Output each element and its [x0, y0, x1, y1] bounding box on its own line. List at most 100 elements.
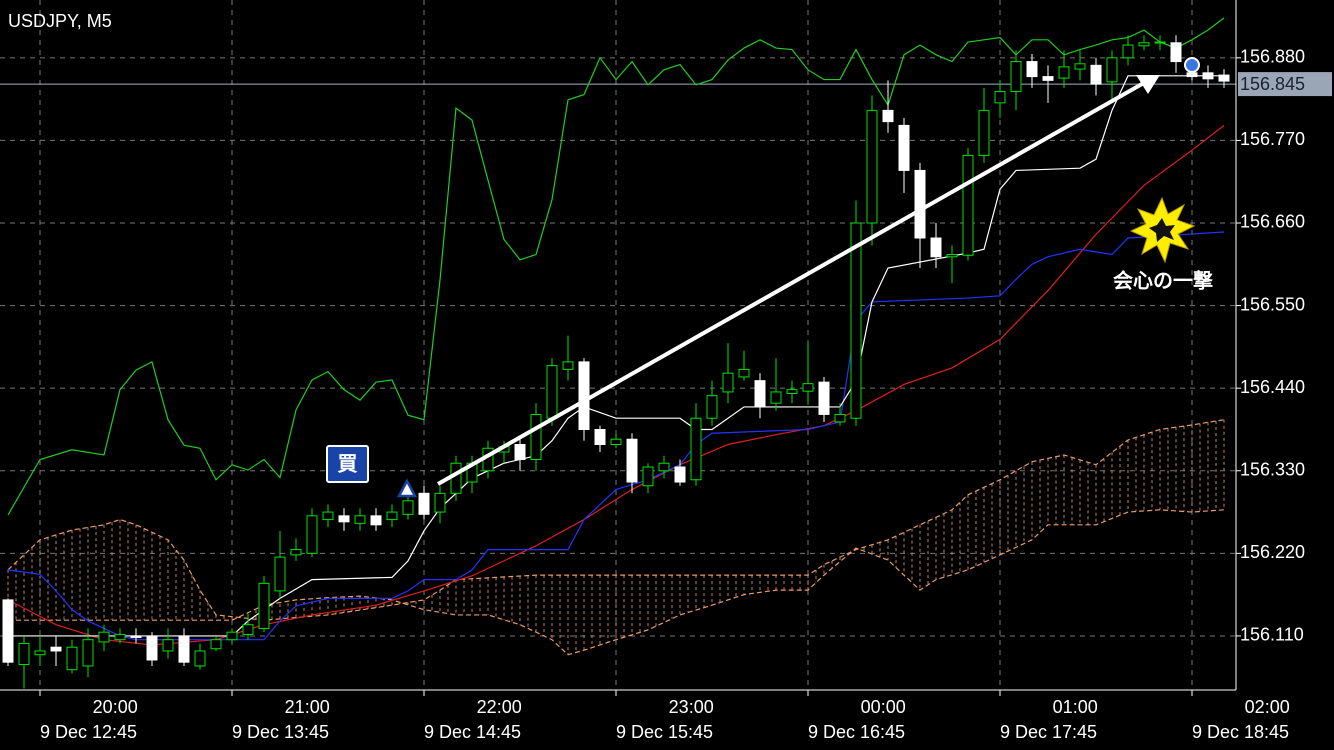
axes: 156.880 156.770 156.660 156.550 156.440 156.3… — [39, 47, 1332, 742]
candle-body — [450, 462, 462, 494]
candle-body — [66, 646, 78, 671]
candle-body — [850, 222, 862, 419]
candle-body — [354, 515, 366, 524]
current-price-box — [1238, 72, 1332, 97]
candle-body — [962, 154, 974, 256]
candle-body — [1074, 63, 1086, 70]
candle-body — [530, 413, 542, 460]
x2-tick-label: 01:00 — [1053, 697, 1098, 717]
arrow-head — [1136, 75, 1160, 94]
x-tick-label: 9 Dec 16:45 — [808, 722, 905, 742]
candle-body — [1138, 42, 1150, 47]
candle-body — [770, 391, 782, 404]
candle-body — [642, 466, 654, 487]
x2-tick-label: 22:00 — [477, 697, 522, 717]
y-tick-label: 156.330 — [1240, 460, 1305, 480]
chart-title: USDJPY, M5 — [8, 11, 112, 31]
candle-body — [1218, 74, 1230, 82]
y-tick-label: 156.770 — [1240, 129, 1305, 149]
candle-body — [994, 91, 1006, 104]
candle-body — [258, 582, 270, 629]
candle-body — [434, 492, 446, 513]
candle-body — [866, 109, 878, 224]
buy-badge — [326, 445, 369, 483]
candle-body — [898, 124, 910, 171]
candle-body — [786, 389, 798, 394]
candle-body — [514, 443, 526, 460]
candle-body — [2, 599, 14, 663]
exit-circle — [1184, 57, 1200, 73]
candles — [2, 35, 1230, 689]
candle-body — [290, 549, 302, 556]
candle-body — [946, 254, 958, 258]
candle-body — [1090, 64, 1102, 85]
candle-body — [722, 372, 734, 393]
candle-body — [338, 515, 350, 523]
x-tick-label: 9 Dec 13:45 — [232, 722, 329, 742]
candle-body — [674, 466, 686, 483]
x-tick-label: 9 Dec 14:45 — [424, 722, 521, 742]
candle-body — [1202, 72, 1214, 80]
candle-body — [306, 515, 318, 554]
candle-body — [194, 650, 206, 667]
candle-body — [610, 438, 622, 445]
y-tick-label: 156.550 — [1240, 294, 1305, 314]
candle-body — [274, 556, 286, 592]
critical-hit-label: 会心の一撃 — [1113, 268, 1213, 292]
indicator-line — [8, 75, 1224, 637]
candle-body — [546, 365, 558, 419]
candle-body — [130, 635, 142, 638]
candle-body — [930, 237, 942, 258]
candle-body — [98, 631, 110, 643]
x2-tick-label: 02:00 — [1245, 697, 1290, 717]
candle-body — [1186, 72, 1198, 78]
x2-tick-label: 00:00 — [861, 697, 906, 717]
candle-body — [594, 428, 606, 445]
x-tick-label: 9 Dec 18:45 — [1192, 722, 1289, 742]
candle-body — [706, 395, 718, 419]
candle-body — [18, 642, 30, 665]
candle-body — [658, 462, 670, 472]
candle-body — [626, 438, 638, 483]
candle-body — [802, 383, 814, 392]
candle-body — [1010, 61, 1022, 93]
buy-label: 買 — [338, 452, 358, 475]
entry-triangle — [396, 478, 418, 498]
candle-body — [370, 515, 382, 526]
candle-body — [178, 635, 190, 663]
candle-body — [386, 511, 398, 521]
current-price-label: 156.845 — [1240, 74, 1305, 94]
candle-body — [1170, 42, 1182, 63]
candle-body — [1106, 57, 1118, 83]
cloud — [7, 419, 1225, 656]
cloud-span-b — [8, 509, 1225, 656]
starburst-core — [1149, 218, 1175, 242]
x2-tick-label: 21:00 — [285, 697, 330, 717]
y-tick-label: 156.660 — [1240, 212, 1305, 232]
y-tick-label: 156.440 — [1240, 377, 1305, 397]
candle-body — [322, 511, 334, 521]
candle-body — [690, 417, 702, 481]
candle-body — [882, 109, 894, 123]
candle-body — [1122, 44, 1134, 59]
candle-body — [818, 381, 830, 415]
x2-tick-label: 23:00 — [669, 697, 714, 717]
candle-body — [242, 624, 254, 635]
candle-body — [738, 368, 750, 378]
candle-body — [34, 650, 46, 656]
candle-body — [210, 639, 222, 650]
candle-body — [1026, 61, 1038, 78]
y-tick-label: 156.880 — [1240, 47, 1305, 67]
candle-body — [418, 492, 430, 515]
candle-body — [1058, 66, 1070, 79]
candle-body — [162, 639, 174, 652]
candle-body — [50, 646, 62, 652]
candle-body — [114, 633, 126, 641]
candle-body — [146, 635, 158, 661]
y-tick-label: 156.110 — [1240, 625, 1304, 645]
candle-body — [578, 361, 590, 430]
candle-body — [978, 109, 990, 156]
